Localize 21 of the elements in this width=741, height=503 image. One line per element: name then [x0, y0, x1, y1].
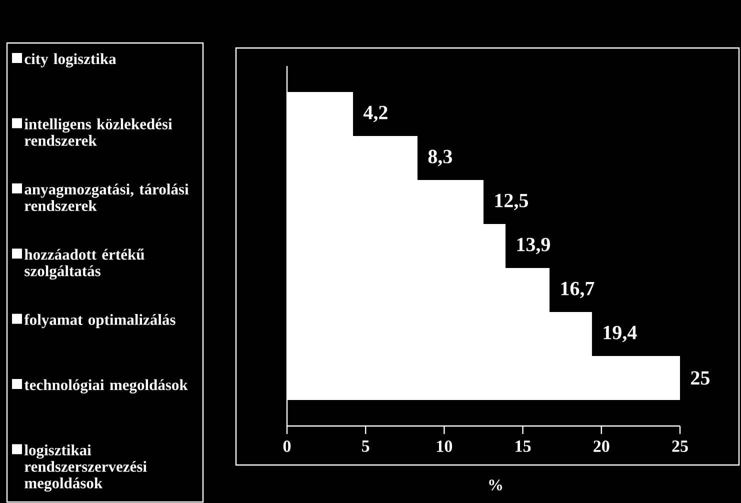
x-tick-label: 25: [672, 440, 688, 452]
x-tick-label: 0: [283, 440, 291, 452]
legend-label: hozzáadott értékű szolgáltatás: [24, 248, 144, 280]
legend-label: city logisztika: [24, 53, 116, 68]
x-tick-label: 10: [437, 440, 452, 452]
legend-label: intelligens közlekedési rendszerek: [24, 118, 172, 146]
legend-label: technológiai megoldások: [24, 379, 188, 394]
data-label: 16,7: [561, 282, 594, 298]
data-label: 13,9: [517, 238, 550, 254]
data-label: 12,5: [495, 194, 528, 210]
x-tick-label: 5: [362, 440, 370, 452]
data-label: 25: [691, 371, 710, 385]
legend-label: logisztikai rendszerszervezési megoldások: [24, 444, 147, 492]
data-label: 8,3: [428, 150, 452, 166]
legend-label: anyagmozgatási, tárolási rendszerek: [24, 184, 189, 212]
x-tick-label: 15: [516, 440, 531, 452]
legend-label: folyamat optimalizálás: [24, 314, 176, 328]
data-label: 19,4: [604, 326, 637, 342]
data-label: 4,2: [363, 106, 388, 122]
x-axis-title: %: [489, 480, 502, 490]
x-tick-label: 20: [594, 440, 610, 452]
